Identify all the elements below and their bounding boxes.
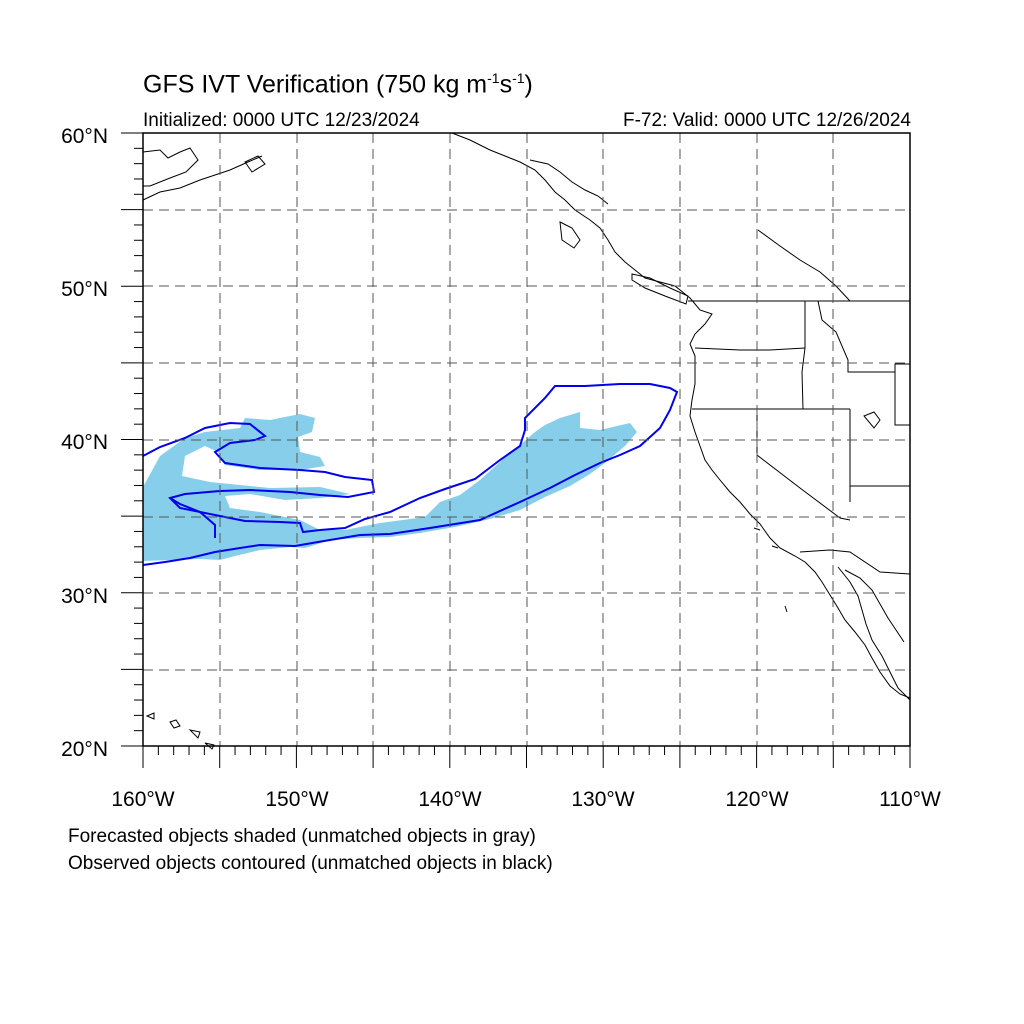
guadalupe-island (784, 605, 788, 613)
observed-object-contour (142, 383, 679, 566)
lat-label-40: 40°N (61, 431, 108, 454)
hawaii-3 (188, 729, 201, 739)
us-mexico-border (799, 549, 911, 575)
great-salt-lake (863, 411, 881, 429)
washington-oregon-border (694, 347, 806, 351)
lat-label-30: 30°N (61, 585, 108, 608)
gridlines (143, 133, 910, 746)
northwest-coast (451, 132, 911, 699)
observed-contour-outer (142, 383, 679, 566)
init-time-label: Initialized: 0000 UTC 12/23/2024 (143, 110, 420, 131)
hawaii-1 (145, 712, 155, 720)
lon-label-160w: 160°W (111, 788, 174, 811)
kodiak-island (244, 155, 266, 173)
forecast-object-shaded (143, 412, 637, 561)
lon-labels: 160°W 150°W 140°W 130°W 120°W 110°W (111, 788, 941, 811)
lon-label-120w: 120°W (725, 788, 788, 811)
idaho-border (801, 301, 806, 410)
alaska-coast (142, 147, 199, 187)
legend-observed-note: Observed objects contoured (unmatched ob… (68, 853, 553, 874)
utah-border (894, 363, 911, 426)
baja-peninsula (837, 566, 911, 701)
legend-forecast-note: Forecasted objects shaded (unmatched obj… (68, 826, 536, 847)
bc-alberta-border (757, 229, 851, 302)
lat-labels: 60°N 50°N 40°N 30°N 20°N (61, 125, 108, 761)
alaska-panhandle (529, 159, 609, 205)
channel-islands (753, 527, 779, 549)
chart-title: GFS IVT Verification (750 kg m-1s-1) (143, 70, 533, 99)
lat-label-50: 50°N (61, 278, 108, 301)
valid-time-label: F-72: Valid: 0000 UTC 12/26/2024 (623, 110, 911, 131)
vancouver-island (631, 273, 689, 305)
hawaii-2 (169, 719, 181, 729)
gulf-of-california (844, 569, 905, 643)
california-nevada-diagonal (756, 409, 851, 521)
tick-marks (121, 132, 911, 768)
lon-label-140w: 140°W (418, 788, 481, 811)
lat-label-60: 60°N (61, 125, 108, 148)
lon-label-150w: 150°W (265, 788, 328, 811)
idaho-montana-border (817, 300, 895, 373)
political-borders (688, 229, 911, 575)
forecast-object-main (143, 412, 637, 561)
haida-gwaii (559, 221, 581, 249)
alaska-peninsula (142, 155, 263, 201)
lon-label-110w: 110°W (879, 788, 941, 811)
observed-contour-inner (169, 497, 216, 538)
lon-label-130w: 130°W (571, 788, 634, 811)
lat-label-20: 20°N (61, 738, 108, 761)
